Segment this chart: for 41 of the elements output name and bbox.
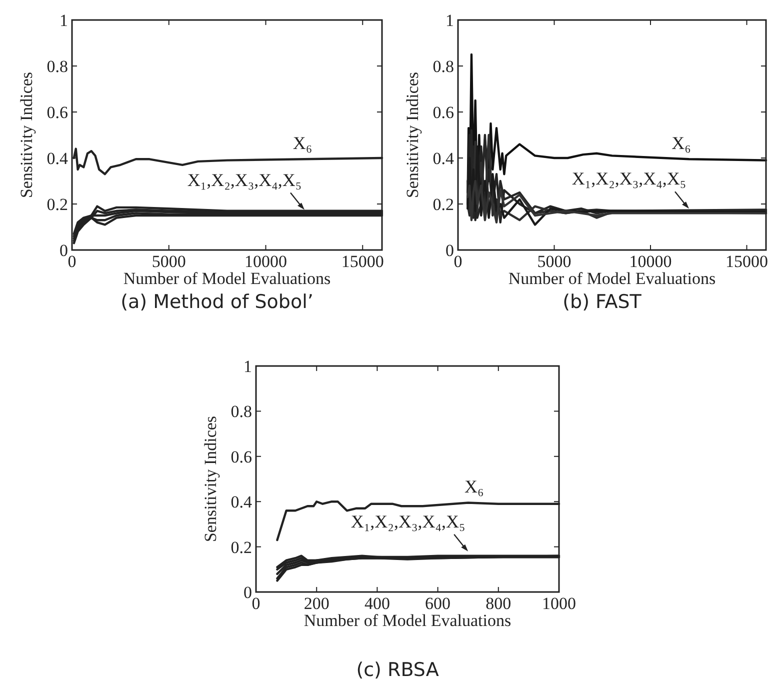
y-tick-label: 0.6: [432, 102, 454, 122]
y-tick-label: 0.6: [46, 102, 68, 122]
x-axis-title: Number of Model Evaluations: [304, 611, 512, 630]
x-tick-label: 400: [364, 594, 390, 613]
y-axis-title: Sensitivity Indices: [17, 72, 36, 198]
y-tick-label: 0.8: [432, 56, 454, 76]
x-tick-label: 600: [425, 594, 451, 613]
y-axis-title: Sensitivity Indices: [201, 416, 220, 542]
x-tick-label: 5000: [152, 252, 186, 271]
y-tick-label: 1: [446, 10, 454, 30]
x-axis-title: Number of Model Evaluations: [508, 269, 716, 288]
y-tick-label: 1: [244, 356, 252, 376]
x-tick-label: 200: [304, 594, 330, 613]
annotation: X₁,X₂,X₃,X₄,X₅: [350, 511, 466, 532]
y-tick-label: 0.8: [46, 56, 68, 76]
x-tick-label: 5000: [537, 252, 572, 271]
y-tick-label: 0.2: [230, 538, 252, 557]
y-axis-title: Sensitivity Indices: [403, 72, 422, 198]
x-tick-label: 10000: [629, 252, 672, 271]
y-tick-label: 1: [60, 10, 68, 30]
x-axis-title: Number of Model Evaluations: [123, 269, 331, 288]
annotation: X₆: [464, 476, 484, 497]
text: (c) RBSA: [356, 659, 439, 681]
annotation: X₆: [292, 133, 312, 154]
y-tick-label: 0.8: [230, 402, 252, 422]
y-tick-label: 0.2: [432, 194, 454, 214]
text: (a) Method of Sobol’: [120, 291, 314, 313]
annotation: X₆: [672, 133, 691, 154]
x-tick-label: 800: [486, 594, 512, 613]
annotation: X₁,X₂,X₃,X₄,X₅: [572, 168, 686, 189]
y-tick-label: 0.4: [46, 148, 68, 168]
y-tick-label: 0.4: [432, 148, 454, 168]
x-tick-label: 15000: [726, 252, 768, 271]
x-tick-label: 15000: [341, 252, 384, 271]
y-tick-label: 0.4: [230, 492, 252, 512]
x-tick-label: 10000: [244, 252, 287, 271]
y-tick-label: 0.6: [230, 447, 252, 466]
x-tick-label: 1000: [542, 594, 576, 613]
y-tick-label: 0.2: [46, 194, 68, 214]
text: (b) FAST: [562, 291, 642, 313]
annotation: X₁,X₂,X₃,X₄,X₅: [187, 170, 302, 190]
